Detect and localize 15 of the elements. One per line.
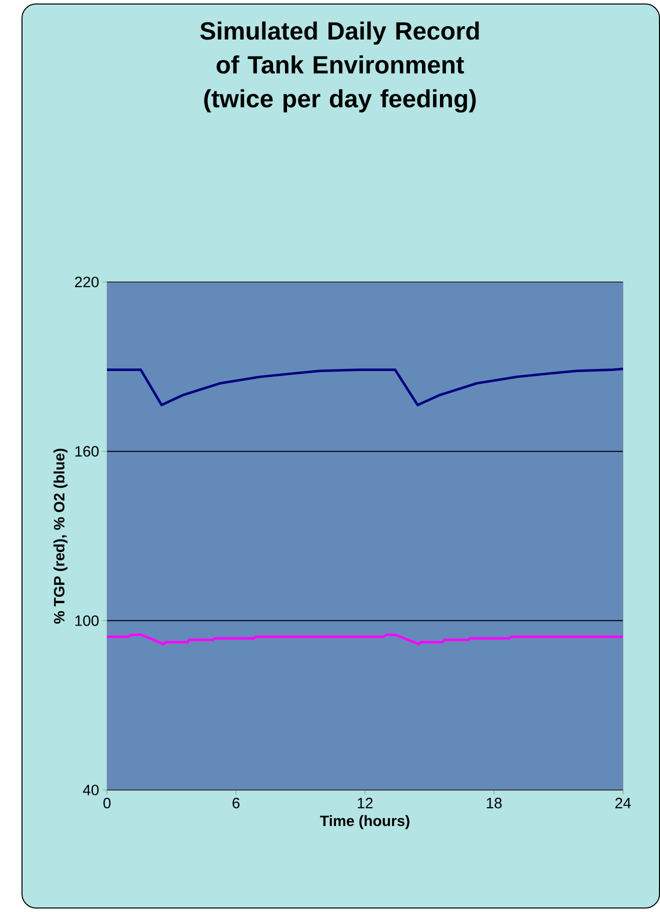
x-tick-label: 18 [486,798,502,808]
y-tick-label: 160 [75,446,99,457]
y-axis-title: % TGP (red), % O2 (blue) [54,448,68,624]
x-tick-label: 12 [358,798,373,808]
chart-title: Simulated Daily Record of Tank Environment [200,21,479,74]
line-series [107,634,623,646]
x-tick-label: 6 [232,798,240,808]
y-tick-label: 220 [75,276,99,288]
y-tick-label: 100 [75,615,99,626]
line-series [107,368,623,406]
x-axis-title: Time (hours) [320,815,410,830]
y-tick-label: 40 [82,784,99,796]
x-tick-label: 0 [103,798,111,808]
chart-subtitle: (twice per day feeding) [204,89,476,113]
x-tick-label: 24 [615,798,631,808]
